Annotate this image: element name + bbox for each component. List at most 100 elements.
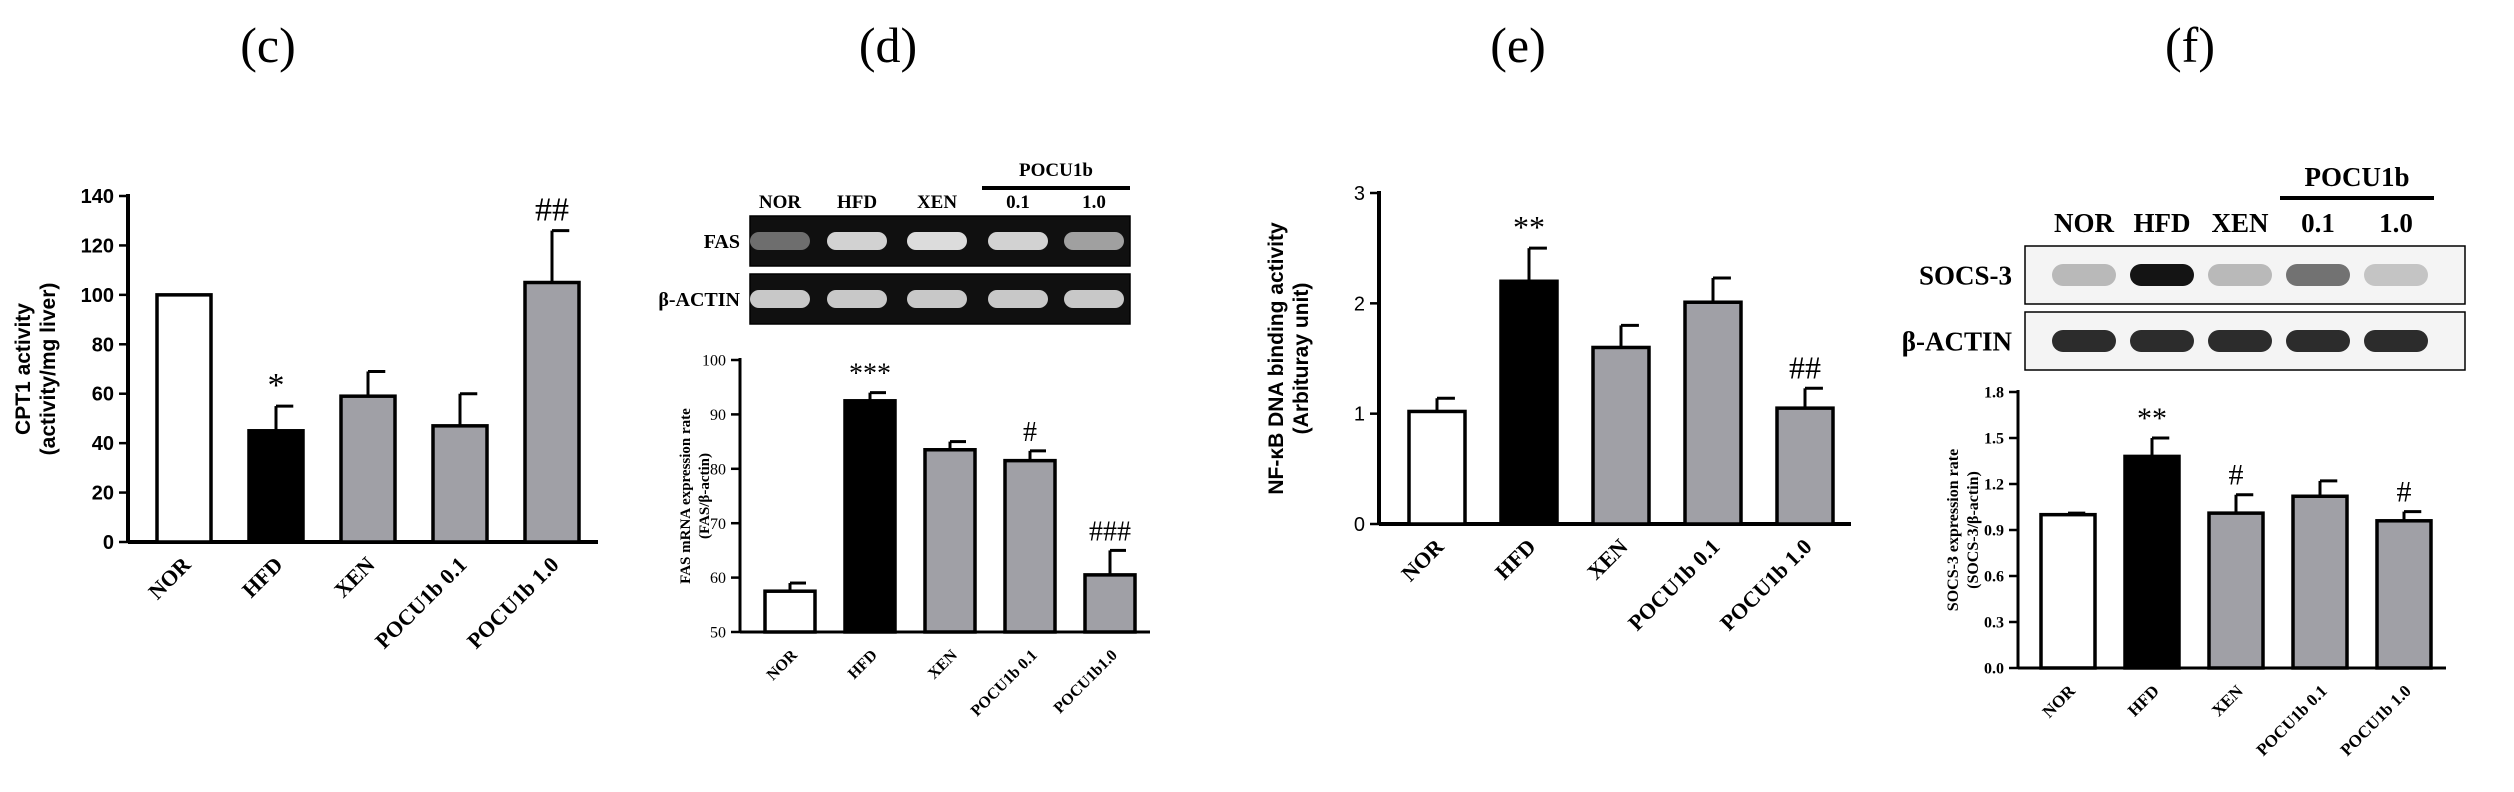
x-tick-label: XEN bbox=[925, 646, 961, 682]
blot-band bbox=[2208, 264, 2272, 286]
significance-marker: ** bbox=[2137, 402, 2167, 435]
bar bbox=[339, 394, 397, 544]
y-tick-label: 0.6 bbox=[1984, 569, 2004, 586]
chart-d: 50 60 70 80 90 100 FAS mRNA expression rate (FA… bbox=[678, 353, 1150, 720]
blot-lane-label: XEN bbox=[2211, 208, 2269, 238]
x-tick-label: NOR bbox=[764, 646, 801, 683]
panel-label-f: (f) bbox=[2165, 17, 2215, 73]
y-tick-label: 2 bbox=[1354, 293, 1365, 315]
y-tick-label: 0 bbox=[1354, 514, 1365, 536]
bar bbox=[247, 429, 305, 544]
y-tick-label: 3 bbox=[1354, 183, 1365, 205]
blot-lane-label: 1.0 bbox=[2379, 208, 2413, 238]
y-tick-label: 1.2 bbox=[1984, 477, 2004, 494]
significance-marker: *** bbox=[849, 359, 891, 390]
chart-e: 0 1 2 3 NF-κB DNA binding activity (Arbituray… bbox=[1265, 183, 1851, 635]
y-axis-label-2: (Arbituray unit) bbox=[1290, 283, 1313, 435]
y-tick-label: 0.0 bbox=[1984, 661, 2004, 678]
blot-band bbox=[2364, 264, 2428, 286]
bar bbox=[1083, 573, 1137, 634]
significance-marker: # bbox=[1023, 417, 1037, 448]
bar bbox=[843, 399, 897, 634]
bar bbox=[155, 293, 213, 544]
blot-row-label: β-ACTIN bbox=[658, 289, 740, 311]
blot-lane-label: XEN bbox=[917, 192, 957, 213]
blot-lane-label: HFD bbox=[2134, 208, 2191, 238]
panel-label-d: (d) bbox=[859, 17, 917, 73]
y-axis-label-2: (activity/mg liver) bbox=[37, 283, 60, 456]
x-tick-label: XEN bbox=[2208, 681, 2247, 720]
y-tick-label: 120 bbox=[81, 235, 114, 257]
blot-band bbox=[907, 290, 967, 308]
bar bbox=[431, 424, 489, 544]
x-tick-label: NOR bbox=[1396, 533, 1449, 586]
blot-group-label: POCU1b bbox=[1019, 160, 1093, 181]
y-axis-label: FAS mRNA expression rate bbox=[678, 408, 694, 584]
bar bbox=[1003, 458, 1057, 634]
bar bbox=[2375, 519, 2433, 670]
significance-marker: # bbox=[2397, 476, 2412, 509]
blot-band bbox=[907, 232, 967, 250]
y-tick-label: 140 bbox=[81, 186, 114, 208]
x-tick-label: POCU1b1.0 bbox=[1051, 647, 1121, 717]
significance-marker: # bbox=[2229, 459, 2244, 492]
blot-band bbox=[827, 290, 887, 308]
chart-f: 0.0 0.3 0.6 0.9 1.2 1.5 1.8 SOCS-3 expression r… bbox=[1945, 385, 2446, 760]
x-tick-label: NOR bbox=[2039, 681, 2080, 722]
bar bbox=[1591, 345, 1651, 526]
y-tick-label: 1.8 bbox=[1984, 385, 2004, 402]
blot-band bbox=[2286, 330, 2350, 352]
blot-f: POCU1b NOR HFD XEN 0.1 1.0 SOCS-3 β-ACTIN bbox=[1902, 162, 2466, 371]
panel-d: (d) POCU1b NOR HFD XEN 0.1 1.0 FAS β-ACTIN 50 60… bbox=[658, 17, 1150, 720]
significance-marker: ** bbox=[1513, 209, 1545, 245]
bar bbox=[2207, 511, 2265, 670]
panel-label-e: (e) bbox=[1490, 17, 1546, 73]
blot-band bbox=[2364, 330, 2428, 352]
x-tick-label: HFD bbox=[2124, 681, 2163, 720]
bar bbox=[1407, 409, 1467, 526]
x-tick-label: POCU1b 0.1 bbox=[968, 647, 1041, 720]
panel-f: (f) POCU1b NOR HFD XEN 0.1 1.0 SOCS-3 β-ACTIN 0… bbox=[1902, 17, 2466, 760]
bar bbox=[2039, 512, 2097, 670]
x-tick-label: POCU1b 1.0 bbox=[1715, 534, 1817, 636]
bar bbox=[923, 448, 977, 634]
bar bbox=[2123, 454, 2181, 670]
bar bbox=[763, 589, 817, 634]
significance-marker: * bbox=[268, 367, 285, 404]
blot-band bbox=[2208, 330, 2272, 352]
y-tick-label: 80 bbox=[92, 334, 114, 356]
y-tick-label: 80 bbox=[710, 461, 726, 478]
blot-band bbox=[2130, 330, 2194, 352]
blot-band bbox=[988, 290, 1048, 308]
y-axis-label-2: (SOCS-3/β-actin) bbox=[1965, 471, 1982, 589]
bar bbox=[1499, 279, 1559, 526]
y-tick-label: 60 bbox=[92, 384, 114, 406]
bar bbox=[1683, 300, 1743, 526]
x-tick-label: HFD bbox=[1490, 534, 1541, 585]
panel-c: (c) 0 20 40 60 80 100 120 140 CPT1 activity (acti… bbox=[12, 17, 598, 653]
blot-lane-label: HFD bbox=[837, 192, 877, 213]
bar bbox=[523, 280, 581, 544]
bar bbox=[2291, 494, 2349, 670]
y-tick-label: 90 bbox=[710, 407, 726, 424]
y-tick-label: 1 bbox=[1354, 404, 1365, 426]
significance-marker: ## bbox=[1789, 349, 1821, 385]
blot-group-label: POCU1b bbox=[2304, 162, 2409, 192]
significance-marker: ## bbox=[535, 192, 569, 229]
y-tick-label: 70 bbox=[710, 516, 726, 533]
y-axis-label: CPT1 activity bbox=[12, 303, 35, 435]
blot-band bbox=[1064, 290, 1124, 308]
y-axis-label: SOCS-3 expression rate bbox=[1945, 449, 1962, 611]
panel-label-c: (c) bbox=[240, 17, 296, 73]
x-tick-label: HFD bbox=[237, 552, 288, 603]
blot-band bbox=[2286, 264, 2350, 286]
y-tick-label: 1.5 bbox=[1984, 431, 2004, 448]
y-axis-label: NF-κB DNA binding activity bbox=[1265, 222, 1288, 495]
blot-row-label: SOCS-3 bbox=[1919, 260, 2012, 290]
blot-lane-label: 1.0 bbox=[1082, 192, 1106, 213]
blot-band bbox=[2130, 264, 2194, 286]
blot-band bbox=[988, 232, 1048, 250]
x-tick-label: POCU1b 1.0 bbox=[2337, 681, 2415, 759]
blot-row-label: FAS bbox=[704, 231, 740, 253]
